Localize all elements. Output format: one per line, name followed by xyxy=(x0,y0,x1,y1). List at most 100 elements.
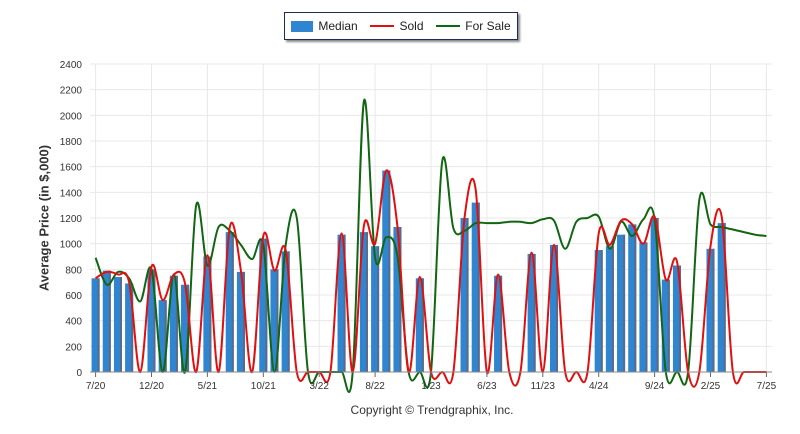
x-tick-label: 10/21 xyxy=(251,381,276,392)
median-bar-edge xyxy=(131,283,134,372)
median-bar xyxy=(147,269,156,372)
sold-swatch xyxy=(370,25,395,27)
y-tick-label: 1200 xyxy=(60,214,83,225)
copyright-text: Copyright © Trendgraphix, Inc. xyxy=(350,403,514,417)
legend-item-median[interactable]: Median xyxy=(291,19,358,33)
median-bar xyxy=(225,232,234,372)
legend-label-sold: Sold xyxy=(399,19,424,33)
median-swatch xyxy=(291,20,314,32)
median-bar-edge xyxy=(399,226,402,372)
lines xyxy=(94,98,767,393)
legend-item-sold[interactable]: Sold xyxy=(370,19,424,33)
median-bar xyxy=(650,218,659,372)
median-bar-edge xyxy=(287,251,290,372)
median-bar-edge xyxy=(231,232,234,372)
legend: Median Sold For Sale xyxy=(284,12,518,40)
median-bar xyxy=(717,223,726,372)
median-bar xyxy=(415,278,424,372)
median-bar-edge xyxy=(276,269,279,372)
median-bar xyxy=(617,234,626,372)
median-bar-edge xyxy=(623,234,626,372)
x-tick-label: 3/22 xyxy=(309,381,329,392)
y-tick-label: 200 xyxy=(65,342,82,353)
x-tick-label: 12/20 xyxy=(139,381,164,392)
median-bar xyxy=(549,244,559,372)
median-bar-edge xyxy=(600,250,603,372)
median-bar-edge xyxy=(265,238,268,372)
y-tick-label: 1800 xyxy=(60,137,83,148)
median-bar-edge xyxy=(556,244,559,372)
sold-line xyxy=(95,169,767,388)
x-tick-label: 11/23 xyxy=(531,381,556,392)
x-tick-label: 2/25 xyxy=(701,381,721,392)
median-bar xyxy=(91,278,100,372)
median-bar xyxy=(236,271,245,372)
y-tick-label: 2000 xyxy=(60,111,83,122)
x-tick-label: 6/23 xyxy=(477,381,497,392)
median-bar xyxy=(337,234,346,372)
median-bar xyxy=(661,279,670,372)
median-bar xyxy=(628,224,637,372)
median-bar xyxy=(460,218,469,372)
x-tick-label: 4/24 xyxy=(589,381,609,392)
median-bar xyxy=(158,300,167,372)
median-bars xyxy=(91,170,726,372)
median-bar-edge xyxy=(667,279,670,372)
median-bar-edge xyxy=(723,223,726,372)
median-bar xyxy=(594,250,603,372)
median-bar-edge xyxy=(153,269,156,372)
median-bar xyxy=(203,256,212,372)
y-tick-label: 1000 xyxy=(60,240,83,251)
median-bar xyxy=(259,238,268,372)
y-tick-label: 400 xyxy=(65,317,82,328)
median-bar-edge xyxy=(421,278,424,372)
median-bar xyxy=(371,246,380,372)
median-bar xyxy=(672,265,681,372)
median-bar-edge xyxy=(164,300,167,372)
y-tick-label: 600 xyxy=(65,291,82,302)
median-bar-edge xyxy=(365,232,368,372)
median-bar xyxy=(639,242,648,372)
median-bar-edge xyxy=(611,246,614,372)
x-tick-label: 1/23 xyxy=(421,381,441,392)
median-bar xyxy=(494,275,503,372)
median-bar-edge xyxy=(377,246,380,372)
median-bar xyxy=(181,284,190,372)
legend-label-median: Median xyxy=(318,19,358,33)
median-bar xyxy=(113,277,122,372)
median-bar xyxy=(359,232,368,372)
y-tick-label: 800 xyxy=(65,265,82,276)
median-bar-edge xyxy=(97,278,100,372)
median-bar xyxy=(393,226,402,372)
x-tick-label: 9/24 xyxy=(645,381,665,392)
median-bar-edge xyxy=(678,265,681,372)
median-bar-edge xyxy=(500,275,503,372)
x-tick-label: 7/20 xyxy=(86,381,106,392)
x-tick-label: 8/22 xyxy=(365,381,385,392)
median-bar-edge xyxy=(388,170,391,372)
y-tick-label: 2200 xyxy=(60,86,83,97)
median-bar-edge xyxy=(209,256,212,372)
median-bar-edge xyxy=(343,234,346,372)
median-bar xyxy=(706,248,715,372)
median-bar-edge xyxy=(533,253,536,372)
median-bar-edge xyxy=(712,248,715,372)
median-bar xyxy=(471,202,480,372)
median-bar-edge xyxy=(645,242,648,372)
median-bar xyxy=(125,283,134,372)
median-bar-edge xyxy=(477,202,480,372)
median-bar xyxy=(527,253,536,372)
median-bar-edge xyxy=(466,218,469,372)
median-bar xyxy=(382,170,391,372)
median-bar-edge xyxy=(119,277,122,372)
y-tick-label: 2400 xyxy=(60,60,83,71)
legend-item-for-sale[interactable]: For Sale xyxy=(436,19,511,33)
median-bar xyxy=(605,246,614,372)
median-bar xyxy=(102,270,111,372)
median-bar-edge xyxy=(634,224,637,372)
median-bar-edge xyxy=(108,270,111,372)
median-bar-edge xyxy=(242,271,245,372)
x-tick-label: 5/21 xyxy=(198,381,218,392)
y-axis-label: Average Price (in $,000) xyxy=(36,144,52,292)
